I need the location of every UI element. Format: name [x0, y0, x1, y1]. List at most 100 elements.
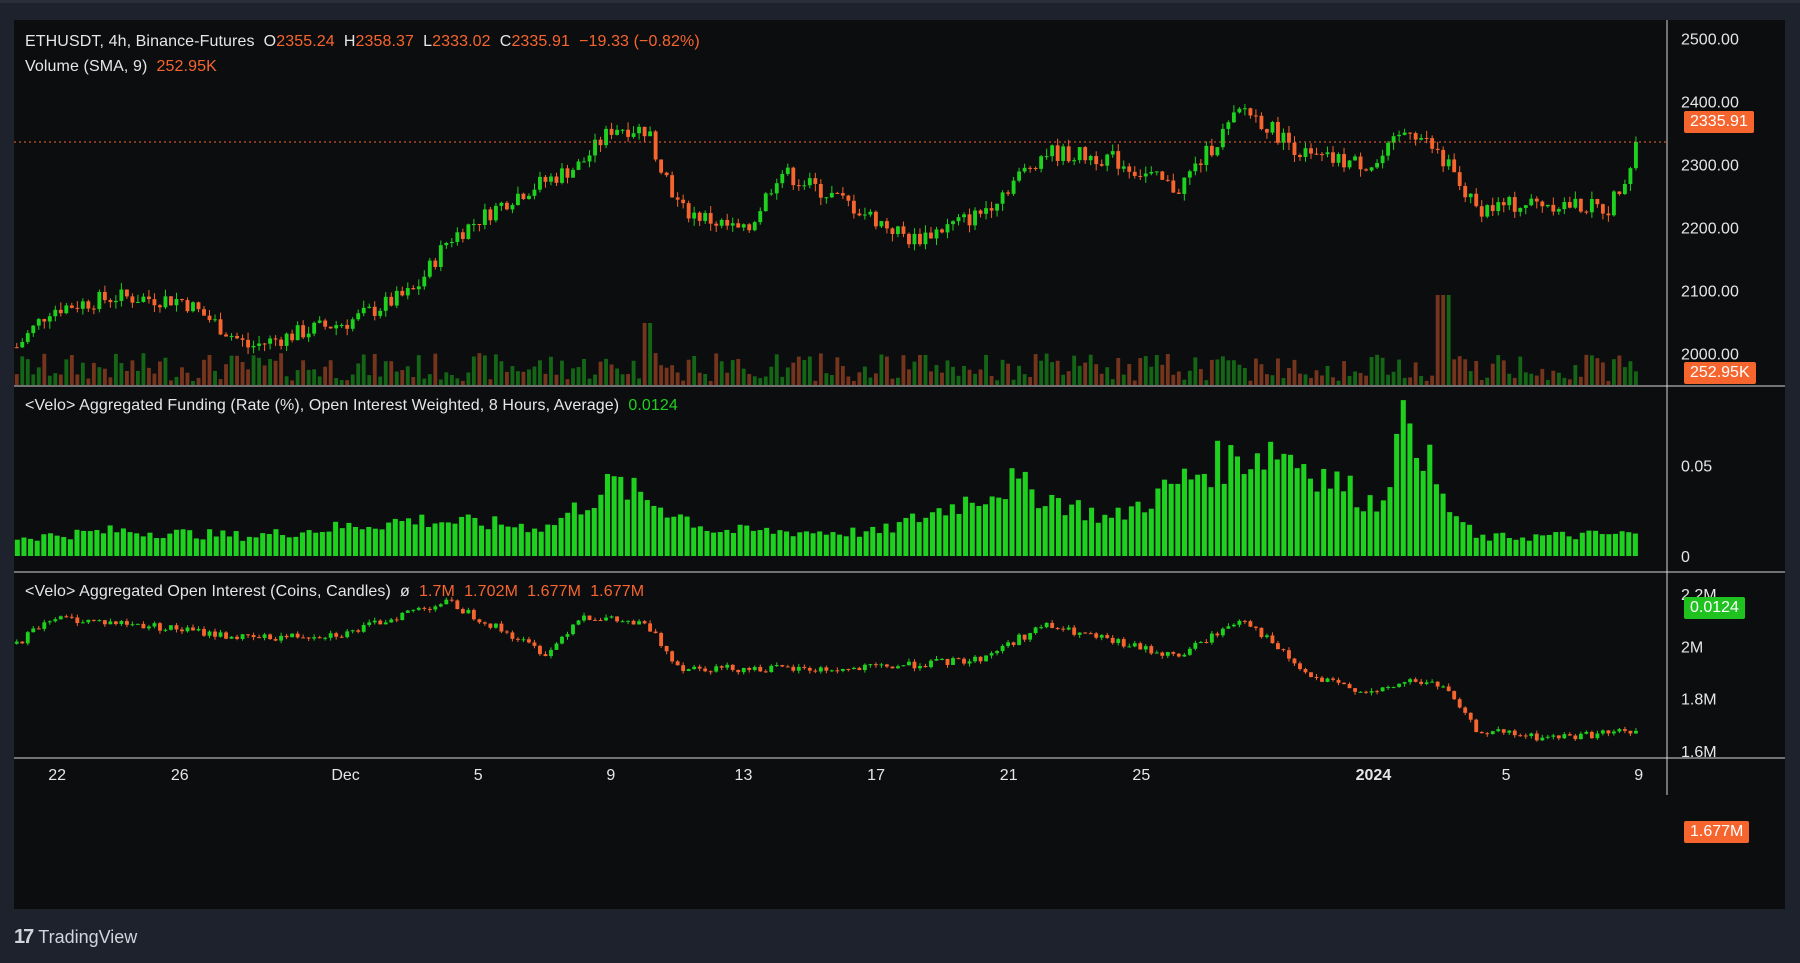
- oi-candle: [840, 669, 845, 671]
- price-candle: [1006, 192, 1011, 194]
- volume-bar: [873, 373, 878, 385]
- funding-bar: [114, 532, 120, 556]
- oi-candle: [549, 649, 553, 657]
- price-candle: [835, 192, 840, 194]
- funding-bar: [876, 533, 882, 556]
- volume-bar: [1446, 295, 1451, 385]
- price-candle: [989, 208, 994, 211]
- price-candle: [527, 195, 531, 199]
- oi-candle: [361, 625, 366, 632]
- funding-bar: [233, 531, 239, 556]
- funding-bar: [929, 512, 935, 556]
- funding-bar: [764, 527, 770, 556]
- oi-candle: [1634, 730, 1638, 734]
- funding-bar: [691, 527, 697, 556]
- funding-bar: [319, 531, 325, 556]
- volume-bar: [1061, 374, 1066, 385]
- price-candle: [113, 300, 118, 303]
- price-candle: [1281, 132, 1286, 143]
- price-candle: [383, 296, 388, 311]
- chart-area[interactable]: 2500.00 2400.00 2300.00 2200.00 2100.00 2000.…: [14, 20, 1785, 909]
- price-candle: [1452, 159, 1457, 173]
- price-candle: [587, 155, 592, 162]
- funding-bar: [1626, 532, 1632, 556]
- oi-candle: [1171, 652, 1176, 654]
- volume-bar: [973, 373, 977, 385]
- volume-bar: [576, 367, 581, 385]
- volume-bar: [1353, 371, 1357, 385]
- oi-candle: [180, 629, 184, 632]
- oi-candle: [1501, 729, 1506, 733]
- oi-candle: [1413, 679, 1418, 682]
- volume-bar: [405, 366, 410, 385]
- volume-bar: [664, 367, 669, 385]
- volume-bar: [273, 360, 278, 385]
- volume-bar: [1534, 375, 1539, 385]
- funding-bar: [863, 531, 869, 556]
- time-axis-tick: 9: [606, 767, 615, 784]
- tradingview-logo[interactable]: 17 TradingView: [14, 926, 137, 949]
- volume-bar: [538, 360, 542, 385]
- oi-candle: [1022, 634, 1027, 640]
- funding-bar: [1195, 474, 1201, 556]
- price-candle: [180, 299, 184, 301]
- oi-candle: [956, 658, 961, 660]
- price-candle: [224, 334, 228, 337]
- funding-bar: [1573, 539, 1579, 556]
- volume-bar: [725, 372, 730, 385]
- price-candle: [813, 178, 818, 184]
- price-candle: [1551, 204, 1556, 212]
- funding-bar: [173, 529, 179, 556]
- funding-bar: [956, 513, 962, 556]
- price-candle: [1518, 207, 1523, 212]
- volume-bar: [1298, 373, 1302, 385]
- oi-candle: [1512, 730, 1517, 736]
- oi-candle: [449, 599, 454, 601]
- volume-bar: [1479, 379, 1484, 385]
- funding-bar: [339, 528, 345, 556]
- chart-canvas[interactable]: 2500.00 2400.00 2300.00 2200.00 2100.00 2000.…: [14, 20, 1785, 909]
- volume-bar: [306, 369, 311, 385]
- volume-bar: [1611, 359, 1616, 385]
- oi-candle: [587, 615, 592, 620]
- funding-bar: [1387, 487, 1393, 556]
- oi-candle: [984, 655, 988, 662]
- volume-bar: [692, 355, 697, 385]
- funding-bar: [134, 533, 140, 556]
- price-candle: [1187, 171, 1192, 178]
- price-candle: [642, 126, 647, 137]
- funding-bar: [1533, 534, 1539, 556]
- oi-candle: [560, 636, 564, 644]
- volume-bar: [956, 375, 961, 385]
- oi-candle: [91, 619, 96, 621]
- high-value: 2358.37: [355, 33, 415, 50]
- volume-bar: [1000, 359, 1005, 385]
- volume-bar: [1309, 377, 1313, 385]
- price-candle: [807, 178, 812, 186]
- volume-bar: [141, 353, 146, 385]
- oi-axis-tick: 1.6M: [1681, 744, 1717, 761]
- price-candle: [334, 325, 339, 329]
- volume-bar: [42, 353, 47, 385]
- volume-bar: [284, 376, 289, 385]
- oi-candle: [851, 667, 856, 670]
- volume-bar: [1512, 377, 1517, 385]
- oi-candle: [945, 658, 950, 665]
- funding-bar: [1142, 512, 1148, 556]
- volume-bar: [1529, 373, 1534, 385]
- oi-candle: [774, 665, 779, 667]
- funding-bar: [850, 527, 856, 556]
- volume-bar: [251, 355, 256, 385]
- oi-candle: [185, 627, 190, 632]
- funding-bar: [1042, 506, 1048, 556]
- price-candle: [697, 212, 702, 221]
- volume-bar: [890, 378, 895, 385]
- oi-candle: [769, 665, 774, 673]
- funding-bar: [266, 534, 272, 556]
- volume-bar: [1490, 363, 1495, 385]
- time-axis-tick: 5: [474, 767, 483, 784]
- funding-bar: [903, 517, 909, 556]
- oi-candle: [262, 634, 267, 638]
- funding-bar: [140, 536, 146, 556]
- funding-bar: [976, 506, 982, 556]
